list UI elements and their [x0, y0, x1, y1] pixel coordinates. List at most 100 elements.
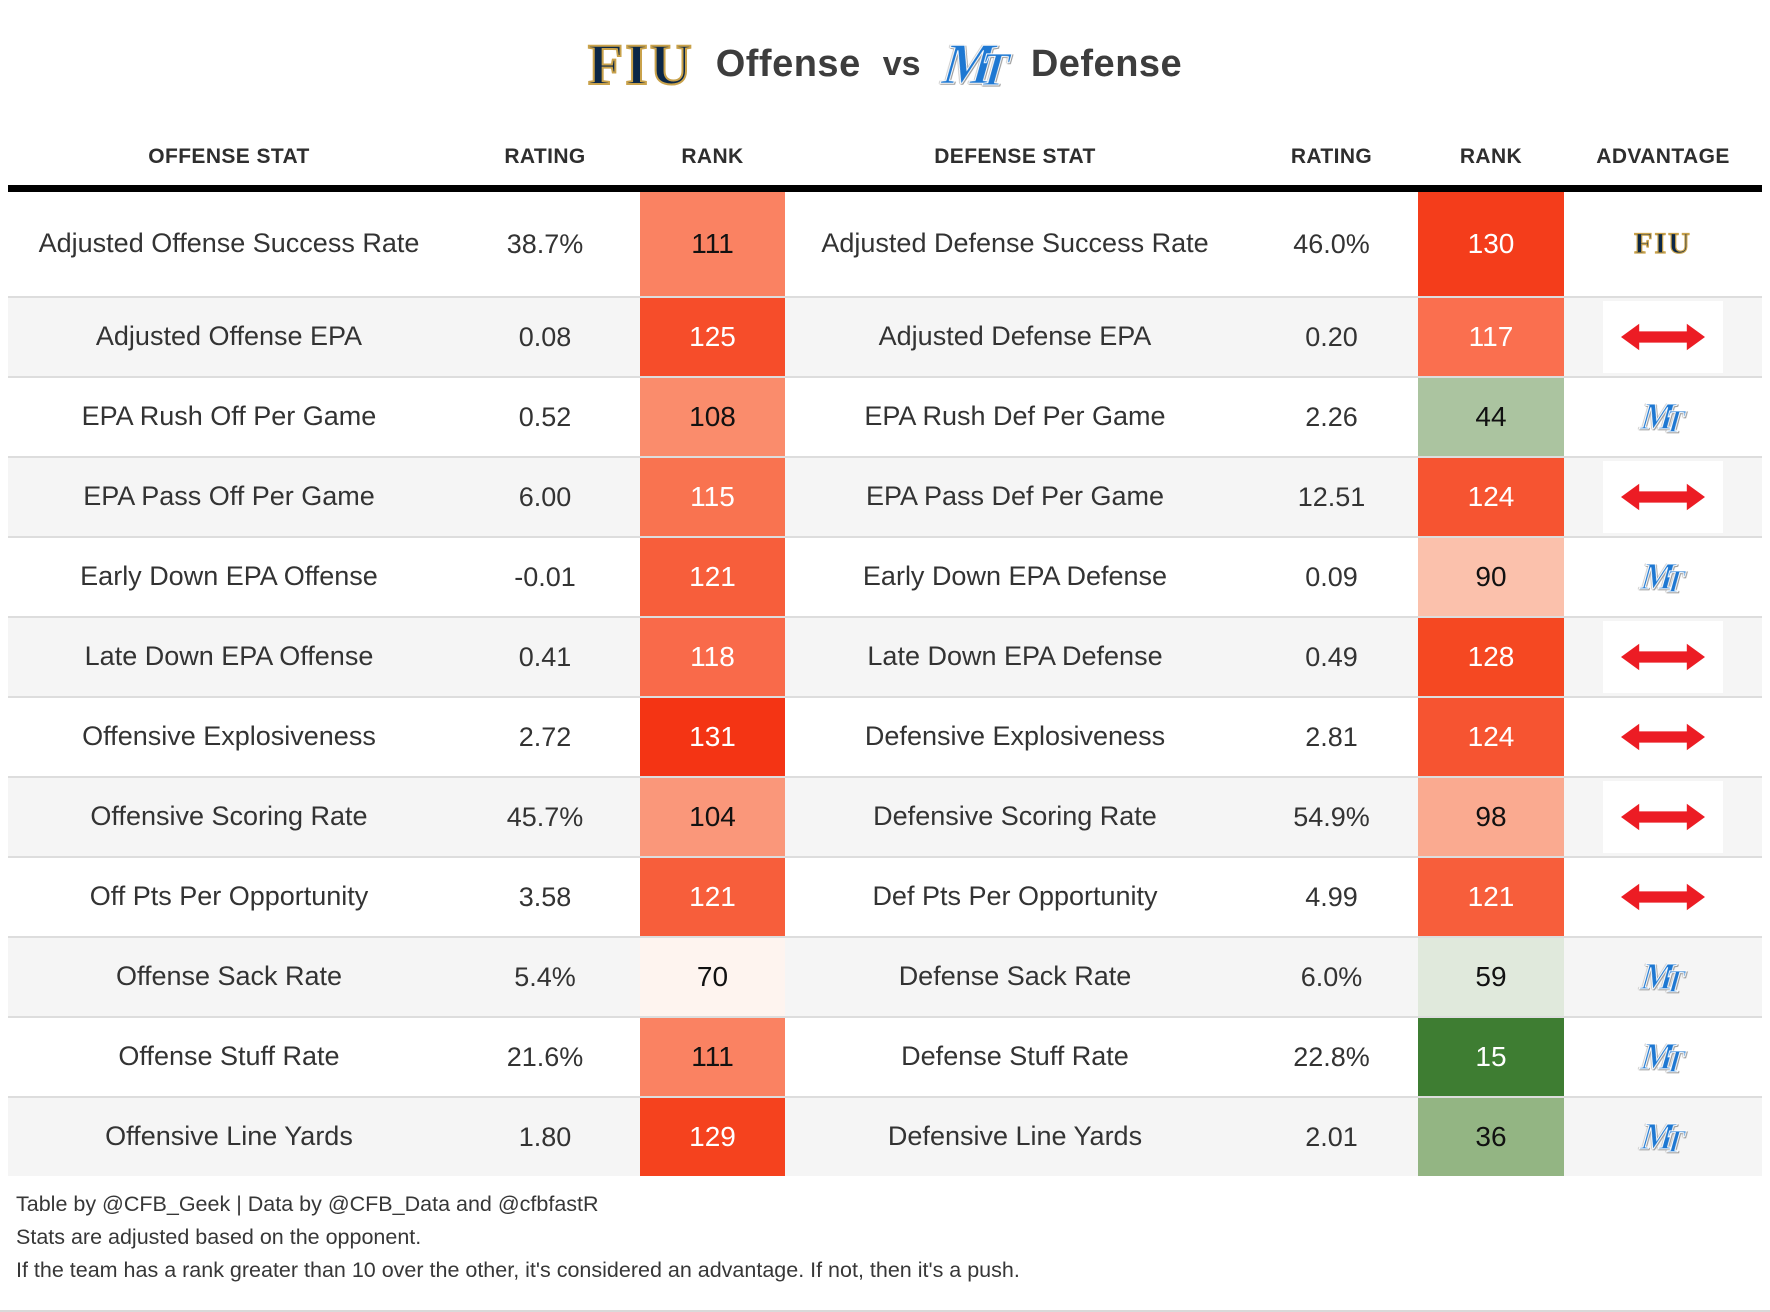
page-title: FIU Offense vs M T Defense	[0, 0, 1770, 128]
offense-rank-cell: 121	[640, 858, 785, 936]
defense-stat-label: Defensive Explosiveness	[864, 721, 1166, 752]
defense-rank-cell: 117	[1418, 298, 1564, 376]
defense-rank-cell: 90	[1418, 538, 1564, 616]
defense-rank-cell: 44	[1418, 378, 1564, 456]
red-double-arrow-icon	[1621, 323, 1705, 351]
title-vs-label: vs	[882, 44, 921, 83]
defense-stat-label: Defensive Scoring Rate	[873, 801, 1157, 832]
offense-rating-value: 2.72	[518, 721, 572, 752]
defense-rank-cell: 36	[1418, 1098, 1564, 1176]
red-double-arrow-icon	[1621, 483, 1705, 511]
red-double-arrow-icon	[1621, 803, 1705, 831]
fiu-logo: FIU	[587, 31, 694, 98]
defense-stat-label: Defensive Line Yards	[887, 1121, 1143, 1152]
header-defense-rating: RATING	[1290, 144, 1373, 168]
offense-rating-value: 3.58	[518, 881, 572, 912]
advantage-cell	[1564, 858, 1762, 936]
table-row: Adjusted Offense EPA 0.08 125 Adjusted D…	[8, 296, 1762, 376]
push-indicator	[1603, 621, 1723, 693]
defense-rating-value: 0.09	[1305, 561, 1358, 592]
defense-rating-value: 2.81	[1305, 721, 1358, 752]
defense-stat-label: Defense Stuff Rate	[901, 1041, 1129, 1072]
table-row: Adjusted Offense Success Rate 38.7% 111 …	[8, 192, 1762, 296]
offense-rating-value: 6.00	[518, 481, 572, 512]
advantage-cell	[1564, 778, 1762, 856]
table-row: Offensive Scoring Rate 45.7% 104 Defensi…	[8, 776, 1762, 856]
offense-rating-value: 45.7%	[506, 801, 584, 832]
table-body: Adjusted Offense Success Rate 38.7% 111 …	[8, 192, 1762, 1176]
footnote-advantage-rule: If the team has a rank greater than 10 o…	[16, 1258, 1020, 1282]
advantage-cell	[1564, 298, 1762, 376]
defense-rating-value: 6.0%	[1300, 961, 1363, 992]
offense-rating-value: 0.41	[518, 641, 572, 672]
advantage-cell	[1564, 618, 1762, 696]
title-offense-label: Offense	[715, 42, 861, 85]
defense-stat-label: Defense Sack Rate	[898, 961, 1132, 992]
defense-stat-label: Late Down EPA Defense	[867, 641, 1163, 672]
table-row: EPA Rush Off Per Game 0.52 108 EPA Rush …	[8, 376, 1762, 456]
offense-stat-label: Offensive Line Yards	[105, 1121, 353, 1152]
offense-rating-value: -0.01	[514, 561, 576, 592]
defense-rank-cell: 98	[1418, 778, 1564, 856]
defense-rating-value: 2.26	[1305, 401, 1358, 432]
table-row: Late Down EPA Offense 0.41 118 Late Down…	[8, 616, 1762, 696]
defense-rank-cell: 59	[1418, 938, 1564, 1016]
offense-rating-value: 0.08	[518, 321, 572, 352]
defense-rating-value: 0.49	[1305, 641, 1358, 672]
table-row: Offense Stuff Rate 21.6% 111 Defense Stu…	[8, 1016, 1762, 1096]
offense-stat-label: Off Pts Per Opportunity	[89, 881, 369, 912]
push-indicator	[1603, 781, 1723, 853]
table-header-row: OFFENSE STAT RATING RANK DEFENSE STAT RA…	[8, 128, 1762, 192]
footnote-credits: Table by @CFB_Geek | Data by @CFB_Data a…	[16, 1192, 599, 1216]
defense-rating-value: 2.01	[1305, 1121, 1358, 1152]
advantage-cell: FIU	[1564, 192, 1762, 296]
offense-stat-label: Offensive Explosiveness	[82, 721, 376, 752]
red-double-arrow-icon	[1621, 723, 1705, 751]
title-defense-label: Defense	[1030, 42, 1183, 85]
defense-rating-value: 12.51	[1297, 481, 1366, 512]
offense-stat-label: Adjusted Offense EPA	[95, 321, 363, 352]
offense-rank-cell: 115	[640, 458, 785, 536]
defense-stat-label: EPA Pass Def Per Game	[865, 481, 1165, 512]
mt-logo: M T	[939, 30, 1012, 96]
offense-rank-cell: 108	[640, 378, 785, 456]
push-indicator	[1603, 461, 1723, 533]
defense-rating-value: 46.0%	[1293, 228, 1370, 259]
push-indicator	[1603, 701, 1723, 773]
offense-rank-cell: 118	[640, 618, 785, 696]
offense-rating-value: 5.4%	[514, 961, 576, 992]
table-row: Off Pts Per Opportunity 3.58 121 Def Pts…	[8, 856, 1762, 936]
fiu-advantage-logo: FIU	[1634, 226, 1692, 260]
defense-stat-label: Adjusted Defense EPA	[878, 321, 1152, 352]
header-defense-stat: DEFENSE STAT	[934, 144, 1096, 168]
defense-rating-value: 4.99	[1305, 881, 1358, 912]
header-offense-stat: OFFENSE STAT	[148, 144, 310, 168]
offense-stat-label: Adjusted Offense Success Rate	[38, 228, 420, 259]
offense-rank-cell: 121	[640, 538, 785, 616]
offense-stat-label: Early Down EPA Offense	[80, 561, 378, 592]
advantage-cell	[1564, 458, 1762, 536]
defense-rating-value: 22.8%	[1293, 1041, 1370, 1072]
defense-stat-label: Early Down EPA Defense	[862, 561, 1168, 592]
offense-rank-cell: 131	[640, 698, 785, 776]
offense-rating-value: 38.7%	[506, 228, 584, 259]
table-row: Offensive Line Yards 1.80 129 Defensive …	[8, 1096, 1762, 1176]
header-offense-rank: RANK	[681, 144, 744, 168]
offense-stat-label: Offense Sack Rate	[115, 961, 343, 992]
offense-rank-cell: 70	[640, 938, 785, 1016]
offense-stat-label: Offense Stuff Rate	[118, 1041, 340, 1072]
offense-rank-cell: 111	[640, 1018, 785, 1096]
defense-rank-cell: 124	[1418, 458, 1564, 536]
offense-rank-cell: 111	[640, 192, 785, 296]
offense-stat-label: EPA Rush Off Per Game	[81, 401, 377, 432]
header-defense-rank: RANK	[1459, 144, 1523, 168]
table-row: EPA Pass Off Per Game 6.00 115 EPA Pass …	[8, 456, 1762, 536]
table-footnotes: Table by @CFB_Geek | Data by @CFB_Data a…	[16, 1188, 1770, 1287]
advantage-cell	[1564, 698, 1762, 776]
defense-stat-label: Def Pts Per Opportunity	[872, 881, 1158, 912]
defense-rank-cell: 121	[1418, 858, 1564, 936]
defense-rank-cell: 15	[1418, 1018, 1564, 1096]
